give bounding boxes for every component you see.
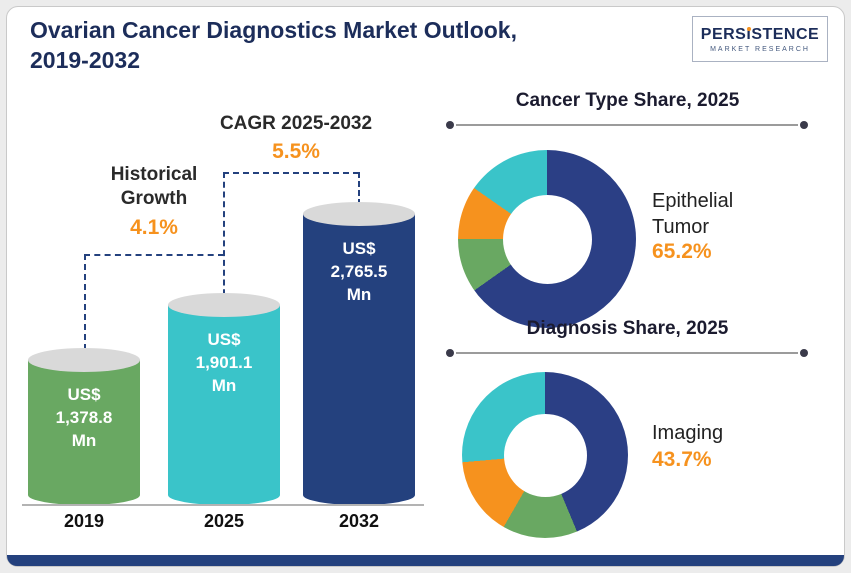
donut2-title: Diagnosis Share, 2025: [526, 318, 729, 339]
logo-wordmark: PERSıSTENCE: [701, 26, 819, 44]
donut1-highlight-label: Epithelial Tumor: [652, 190, 734, 238]
historical-connector-line: [84, 254, 224, 256]
historical-connector-line: [84, 254, 86, 360]
cagr-value: 5.5%: [272, 140, 320, 163]
logo-dotted-i: ı: [746, 25, 752, 43]
card-background: [6, 6, 845, 567]
x-axis-label-2025: 2025: [203, 511, 245, 531]
donut1-highlight-value: 65.2%: [652, 240, 712, 263]
historical-growth-label: Historical Growth: [110, 164, 198, 209]
cagr-connector-line: [223, 172, 359, 174]
logo-part2: STENCE: [751, 25, 820, 43]
persistence-logo: PERSıSTENCE MARKET RESEARCH: [692, 16, 828, 62]
donut2-highlight-label: Imaging: [652, 422, 724, 444]
donut2-highlight-value: 43.7%: [652, 448, 712, 471]
bar-2032: US$ 2,765.5 Mn: [303, 202, 415, 505]
cagr-connector-line: [223, 172, 225, 305]
footer-bar: [7, 555, 844, 566]
divider-line: [446, 349, 808, 357]
bar-2025: US$ 1,901.1 Mn: [168, 293, 280, 505]
bar-value-label-2019: US$ 1,378.8 Mn: [55, 385, 113, 450]
page-title-line2: 2019-2032: [30, 46, 140, 73]
bar-value-label-2025: US$ 1,901.1 Mn: [195, 330, 253, 395]
historical-growth-value: 4.1%: [130, 216, 178, 239]
donut1-title: Cancer Type Share, 2025: [515, 90, 740, 111]
divider-line: [446, 121, 808, 129]
bar-value-label-2032: US$ 2,765.5 Mn: [330, 239, 388, 304]
donut-diagnosis-share: [462, 372, 628, 538]
x-axis-line: [22, 504, 424, 506]
page-title-line1: Ovarian Cancer Diagnostics Market Outloo…: [30, 17, 517, 43]
x-axis-label-2019: 2019: [63, 511, 105, 531]
cagr-label: CAGR 2025-2032: [219, 113, 373, 134]
bar-2019: US$ 1,378.8 Mn: [28, 348, 140, 505]
bar-top-ellipse: [303, 202, 415, 226]
logo-subtitle: MARKET RESEARCH: [704, 46, 816, 53]
page-title: Ovarian Cancer Diagnostics Market Outloo…: [30, 16, 650, 76]
bar-top-ellipse: [28, 348, 140, 372]
cagr-connector-line: [358, 172, 360, 214]
bar-top-ellipse: [168, 293, 280, 317]
x-axis-label-2032: 2032: [338, 511, 380, 531]
donut-cancer-type-share: [458, 150, 636, 328]
logo-part1: PERS: [700, 25, 747, 43]
